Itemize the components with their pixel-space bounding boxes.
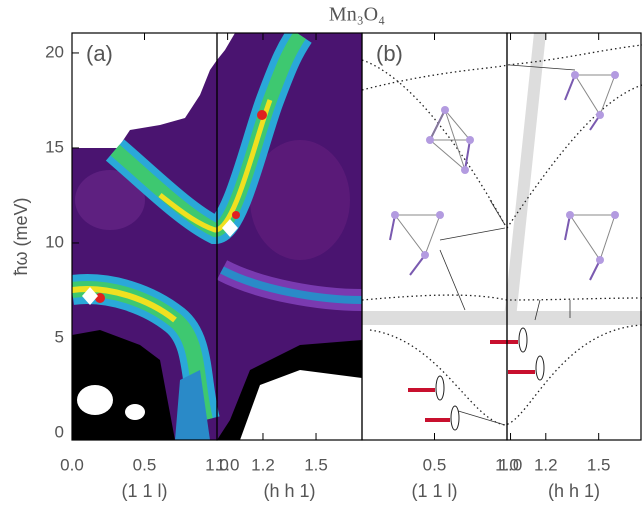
- y-tick-label: 5: [55, 327, 64, 346]
- contour-maps: [72, 33, 362, 440]
- x-tick-label: 0.0: [60, 455, 84, 474]
- panel-frame: [361, 32, 508, 441]
- x-tick-label: 1.0: [495, 455, 519, 474]
- x-tick-label: 1.5: [304, 455, 328, 474]
- x-tick-label: 1.2: [534, 455, 558, 474]
- panel-frame: [506, 32, 642, 441]
- x-axis-label: (1 1 l): [411, 481, 457, 501]
- y-tick-label: 15: [45, 137, 64, 156]
- x-tick-label: 1.0: [499, 455, 523, 474]
- chart-title: Mn₃O₄: [329, 4, 385, 26]
- schematic: [361, 32, 642, 431]
- y-axis-label: ħω (meV): [11, 197, 31, 275]
- x-tick-label: 0.5: [423, 455, 447, 474]
- x-tick-label: 1.5: [587, 455, 611, 474]
- x-tick-label: 1.2: [251, 455, 275, 474]
- y-tick-label: 0: [55, 422, 64, 441]
- x-tick-label: 0.5: [133, 455, 157, 474]
- x-tick-label: 1.0: [216, 455, 240, 474]
- y-tick-label: 10: [45, 232, 64, 251]
- panel-label: (a): [86, 41, 113, 66]
- x-tick-label: 1.0: [205, 455, 229, 474]
- x-axis-label: (h h 1): [548, 481, 600, 501]
- x-axis-label: (1 1 l): [121, 481, 167, 501]
- x-axis-label: (h h 1): [263, 481, 315, 501]
- y-tick-label: 20: [45, 42, 64, 61]
- panel-label: (b): [376, 41, 403, 66]
